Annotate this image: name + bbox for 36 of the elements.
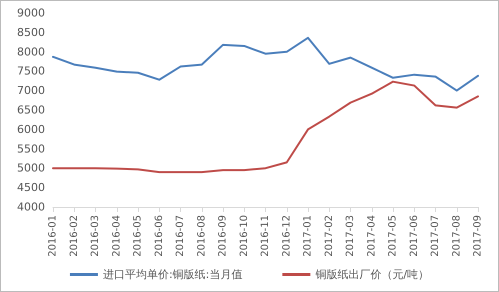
- x-tick-label: 2016-12: [281, 215, 292, 257]
- y-tick-label: 5500: [17, 142, 45, 156]
- x-tick-label: 2016-02: [68, 215, 80, 257]
- y-tick-label: 7000: [17, 84, 45, 98]
- legend-label: 铜版纸出厂价（元/吨）: [314, 268, 430, 281]
- y-tick-label: 5000: [17, 162, 45, 175]
- y-tick-label: 8000: [17, 45, 45, 58]
- y-tick-label: 4500: [17, 181, 45, 194]
- x-tick-label: 2016-07: [175, 215, 186, 257]
- y-tick-label: 6000: [17, 122, 45, 136]
- x-tick-label: 2017-08: [451, 215, 462, 257]
- x-tick-label: 2017-02: [324, 215, 335, 257]
- x-tick-label: 2016-01: [48, 215, 58, 257]
- x-tick-label: 2016-10: [238, 215, 250, 257]
- y-tick-label: 9000: [17, 6, 45, 20]
- x-tick-label: 2016-04: [111, 215, 122, 257]
- y-tick-label: 7500: [17, 64, 45, 78]
- x-tick-label: 2017-03: [345, 215, 356, 257]
- y-tick-label: 8500: [17, 26, 45, 39]
- x-tick-label: 2017-06: [408, 215, 420, 257]
- x-tick-label: 2016-05: [132, 215, 144, 257]
- y-tick-label: 6500: [17, 104, 45, 116]
- x-tick-label: 2017-07: [430, 215, 441, 257]
- line-series: [52, 36, 479, 92]
- x-tick-label: 2017-05: [388, 215, 398, 257]
- x-tick-label: 2017-04: [366, 215, 378, 257]
- x-tick-label: 2016-08: [196, 215, 208, 257]
- line-series: [52, 80, 479, 174]
- x-tick-label: 2016-06: [154, 215, 165, 257]
- x-tick-label: 2017-01: [302, 215, 314, 257]
- y-tick-label: 4000: [17, 200, 45, 214]
- x-tick-label: 2016-03: [90, 215, 101, 257]
- x-tick-label: 2016-09: [218, 215, 228, 257]
- x-tick-label: 2017-09: [472, 215, 484, 257]
- legend-label: 进口平均单价:铜版纸:当月值: [102, 268, 242, 281]
- x-tick-label: 2016-11: [260, 215, 271, 257]
